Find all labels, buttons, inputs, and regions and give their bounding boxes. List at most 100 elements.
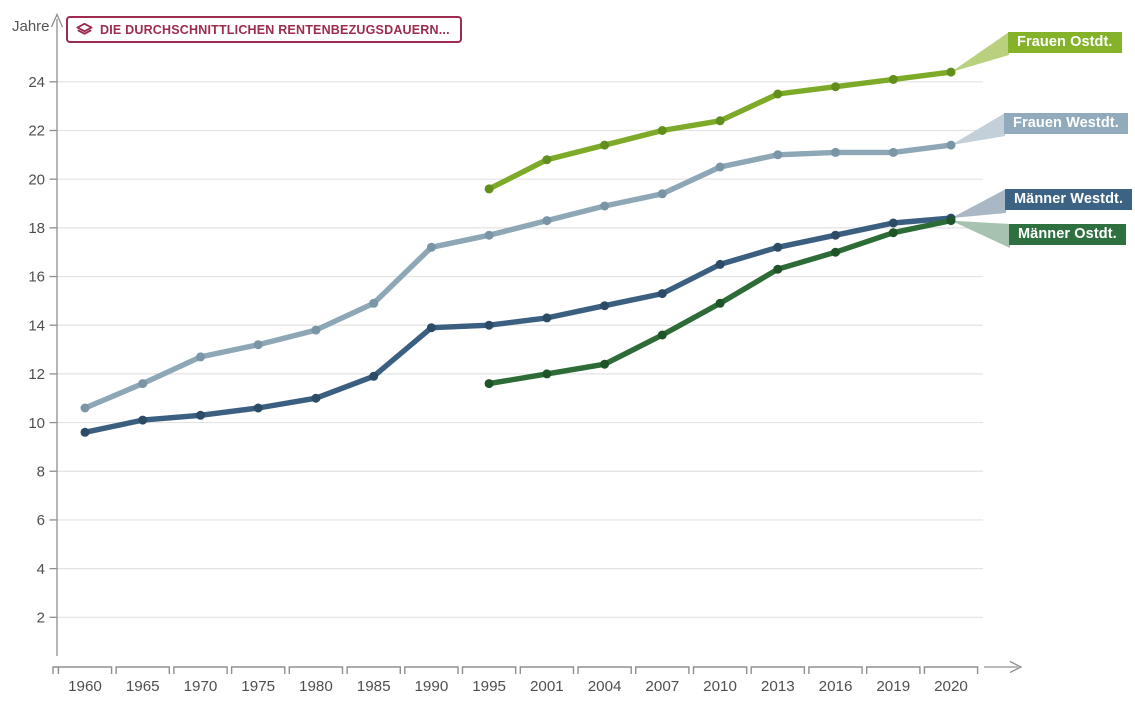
x-bracket-1995	[461, 666, 517, 674]
y-tick-label-14: 14	[28, 317, 45, 334]
x-bracket-2004	[577, 666, 632, 674]
data-point-frauen_west	[773, 150, 783, 160]
x-tick-label-1990: 1990	[414, 678, 448, 695]
x-tick-label-1970: 1970	[184, 678, 218, 695]
data-point-frauen_ost	[542, 155, 552, 165]
x-bracket-2010	[692, 666, 748, 674]
data-point-frauen_ost	[484, 184, 494, 194]
x-bracket-1975	[230, 666, 286, 674]
legend-tail-maenner_west	[951, 189, 1006, 219]
y-tick-label-10: 10	[28, 415, 45, 432]
data-point-maenner_ost	[542, 369, 552, 379]
y-tick-label-6: 6	[37, 512, 45, 529]
data-point-maenner_west	[369, 371, 379, 381]
data-point-frauen_west	[138, 379, 148, 389]
data-point-frauen_west	[831, 147, 840, 157]
x-bracket-2001	[519, 666, 575, 674]
y-tick-label-20: 20	[28, 171, 45, 188]
data-point-maenner_ost	[888, 228, 898, 238]
data-point-frauen_ost	[946, 67, 956, 77]
data-point-frauen_west	[657, 189, 667, 199]
data-point-maenner_ost	[831, 247, 840, 257]
data-point-frauen_west	[253, 340, 263, 350]
x-bracket-2013	[750, 666, 806, 674]
data-point-frauen_west	[542, 216, 552, 226]
x-bracket-1985	[346, 666, 401, 674]
data-point-frauen_ost	[715, 116, 725, 126]
data-point-frauen_west	[600, 201, 610, 211]
series-line-frauen_west	[82, 142, 954, 411]
x-tick-label-2001: 2001	[530, 678, 564, 695]
title-badge-label: DIE DURCHSCHNITTLICHEN RENTENBEZUGSDAUER…	[100, 22, 450, 37]
data-point-maenner_west	[484, 320, 494, 330]
data-point-frauen_ost	[773, 89, 783, 99]
data-point-frauen_west	[196, 352, 205, 362]
legend-tail-maenner_ost	[951, 220, 1010, 248]
x-bracket-2020	[923, 666, 979, 674]
y-tick-label-18: 18	[28, 220, 45, 237]
data-point-maenner_west	[253, 403, 263, 413]
legend-tail-frauen_ost	[951, 32, 1009, 73]
data-point-frauen_west	[946, 140, 956, 150]
title-badge[interactable]: DIE DURCHSCHNITTLICHEN RENTENBEZUGSDAUER…	[66, 16, 462, 43]
x-bracket-1970	[173, 666, 228, 674]
data-point-frauen_west	[426, 242, 436, 252]
data-point-frauen_ost	[600, 140, 610, 150]
y-tick-label-12: 12	[28, 366, 45, 383]
x-tick-label-1975: 1975	[241, 678, 275, 695]
data-point-maenner_west	[311, 393, 321, 403]
data-point-maenner_west	[888, 218, 898, 228]
data-point-maenner_west	[196, 410, 205, 420]
y-axis-unit-label: Jahre	[12, 18, 50, 35]
x-tick-label-1985: 1985	[357, 678, 391, 695]
x-tick-label-2010: 2010	[703, 678, 737, 695]
x-tick-label-1980: 1980	[299, 678, 333, 695]
y-tick-label-22: 22	[28, 123, 45, 140]
series-line-maenner_west	[82, 215, 954, 435]
data-point-maenner_west	[80, 427, 90, 437]
legend-label-frauen-ostdt: Frauen Ostdt.	[1008, 32, 1122, 53]
data-point-maenner_ost	[715, 298, 725, 308]
x-bracket-1990	[404, 666, 459, 674]
x-tick-label-1965: 1965	[126, 678, 160, 695]
x-axis-start-tick	[52, 666, 58, 674]
data-point-maenner_ost	[946, 216, 956, 226]
y-tick-label-2: 2	[37, 610, 45, 627]
data-point-maenner_west	[542, 313, 552, 323]
data-point-frauen_west	[715, 162, 725, 172]
data-point-frauen_ost	[657, 126, 667, 135]
data-point-frauen_ost	[831, 82, 840, 92]
data-point-maenner_west	[138, 415, 148, 425]
y-tick-label-24: 24	[28, 74, 45, 91]
data-point-frauen_west	[80, 403, 90, 413]
data-point-maenner_ost	[773, 264, 783, 274]
y-tick-label-16: 16	[28, 269, 45, 286]
x-tick-label-1995: 1995	[472, 678, 506, 695]
x-tick-label-2007: 2007	[645, 678, 679, 695]
x-tick-label-2013: 2013	[761, 678, 795, 695]
legend-label-frauen-westdt: Frauen Westdt.	[1004, 113, 1128, 134]
x-bracket-1960	[57, 666, 113, 674]
data-point-maenner_west	[600, 301, 610, 311]
data-point-maenner_ost	[484, 379, 494, 389]
legend-tail-frauen_west	[951, 113, 1005, 146]
legend-label-maenner-ostdt: Männer Ostdt.	[1009, 224, 1126, 245]
x-bracket-1965	[115, 666, 170, 674]
data-point-frauen_west	[369, 298, 379, 308]
x-axis-arrow	[1009, 660, 1023, 674]
data-point-maenner_west	[715, 259, 725, 269]
data-point-maenner_ost	[600, 359, 610, 369]
layers-icon	[76, 22, 93, 37]
legend-label-maenner-westdt: Männer Westdt.	[1005, 189, 1133, 210]
x-bracket-1980	[288, 666, 344, 674]
data-point-maenner_west	[831, 230, 840, 240]
data-point-maenner_west	[657, 289, 667, 299]
x-bracket-2007	[635, 666, 690, 674]
data-point-frauen_ost	[888, 74, 898, 84]
data-point-maenner_ost	[657, 330, 667, 340]
x-bracket-2016	[808, 666, 863, 674]
x-tick-label-2016: 2016	[819, 678, 853, 695]
x-tick-label-2004: 2004	[588, 678, 622, 695]
